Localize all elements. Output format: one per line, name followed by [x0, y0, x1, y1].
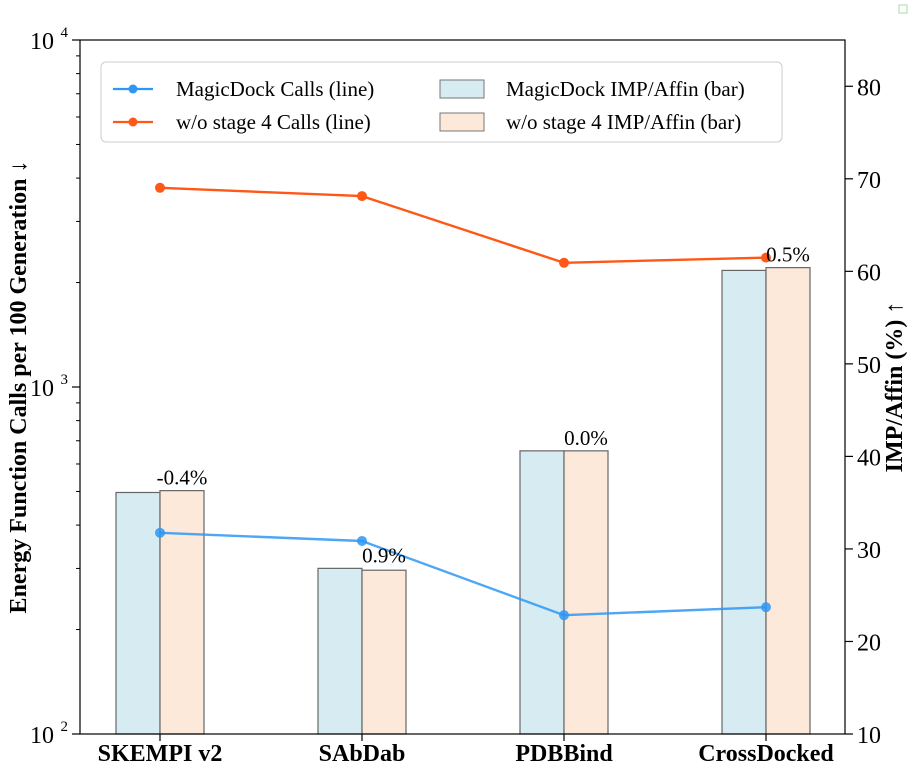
- right-tick-label-6: 70: [857, 168, 881, 194]
- point-magicdock-2: [559, 610, 569, 621]
- category-label-1: SAbDab: [319, 741, 406, 767]
- right-axis: 10 20 30 40 50 60 70 80: [845, 75, 881, 749]
- bar-diff-label-3: 0.5%: [766, 243, 810, 267]
- left-tick-exponent-2: 4: [61, 25, 69, 41]
- category-label-0: SKEMPI v2: [98, 741, 223, 767]
- bar-wo-stage4-3: [765, 267, 811, 735]
- point-wo-stage4-0: [155, 182, 165, 193]
- category-label-2: PDBBind: [515, 741, 613, 767]
- left-tick-exponent-0: 2: [61, 719, 69, 735]
- bar-wo-stage4-2: [563, 450, 609, 735]
- right-tick-label-1: 20: [857, 630, 881, 656]
- bar-diff-label-2: 0.0%: [564, 426, 608, 450]
- bar-diff-label-0: -0.4%: [157, 466, 208, 490]
- bar-magicdock-3: [721, 269, 767, 735]
- left-axis-title: Energy Function Calls per 100 Generation…: [6, 161, 32, 614]
- bar-wo-stage4-0: [159, 490, 205, 735]
- x-axis: SKEMPI v2 SAbDab PDBBind CrossDocked: [98, 734, 834, 767]
- legend: MagicDock Calls (line) w/o stage 4 Calls…: [100, 61, 783, 143]
- bars-layer: [115, 267, 811, 735]
- bar-magicdock-0: [115, 491, 161, 735]
- bar-magicdock-1: [317, 567, 363, 735]
- line-wo-stage4: [159, 186, 767, 265]
- right-tick-label-0: 10: [857, 723, 881, 749]
- category-label-3: CrossDocked: [698, 741, 834, 767]
- left-tick-label-1: 10: [30, 376, 54, 402]
- legend-label-magicdock-bar: MagicDock IMP/Affin (bar): [506, 77, 745, 101]
- legend-label-wo-stage4-bar: w/o stage 4 IMP/Affin (bar): [506, 110, 741, 134]
- corner-marker: [898, 4, 908, 14]
- left-tick-label-2: 10: [30, 29, 54, 55]
- left-tick-exponent-1: 3: [61, 372, 69, 388]
- right-axis-title: IMP/Affin (%) ↑: [882, 302, 908, 473]
- legend-swatch-magicdock-bar: [439, 79, 485, 99]
- legend-label-magicdock-line: MagicDock Calls (line): [176, 77, 374, 101]
- legend-dot-wo-stage4: [128, 117, 138, 127]
- bar-magicdock-2: [519, 450, 565, 735]
- legend-label-wo-stage4-line: w/o stage 4 Calls (line): [176, 110, 371, 134]
- point-magicdock-3: [761, 602, 771, 613]
- right-tick-label-2: 30: [857, 538, 881, 564]
- right-tick-label-4: 50: [857, 353, 881, 379]
- right-tick-label-3: 40: [857, 445, 881, 471]
- point-wo-stage4-3: [761, 252, 771, 263]
- point-wo-stage4-1: [357, 191, 367, 202]
- point-wo-stage4-2: [559, 257, 569, 268]
- legend-swatch-wo-stage4-bar: [439, 112, 485, 132]
- bar-diff-label-1: 0.9%: [362, 543, 406, 567]
- point-magicdock-1: [357, 535, 367, 546]
- left-tick-label-0: 10: [30, 723, 54, 749]
- bar-labels-layer: -0.4% 0.9% 0.0% 0.5%: [157, 243, 810, 568]
- left-axis: 10 2 10 3 10 4: [30, 25, 80, 749]
- point-magicdock-0: [155, 527, 165, 538]
- right-tick-label-5: 60: [857, 260, 881, 286]
- right-tick-label-7: 80: [857, 75, 881, 101]
- lines-layer: [155, 182, 771, 621]
- legend-dot-magicdock: [128, 84, 138, 94]
- legend-box: [100, 61, 783, 143]
- bar-wo-stage4-1: [361, 569, 407, 735]
- line-magicdock: [159, 531, 767, 617]
